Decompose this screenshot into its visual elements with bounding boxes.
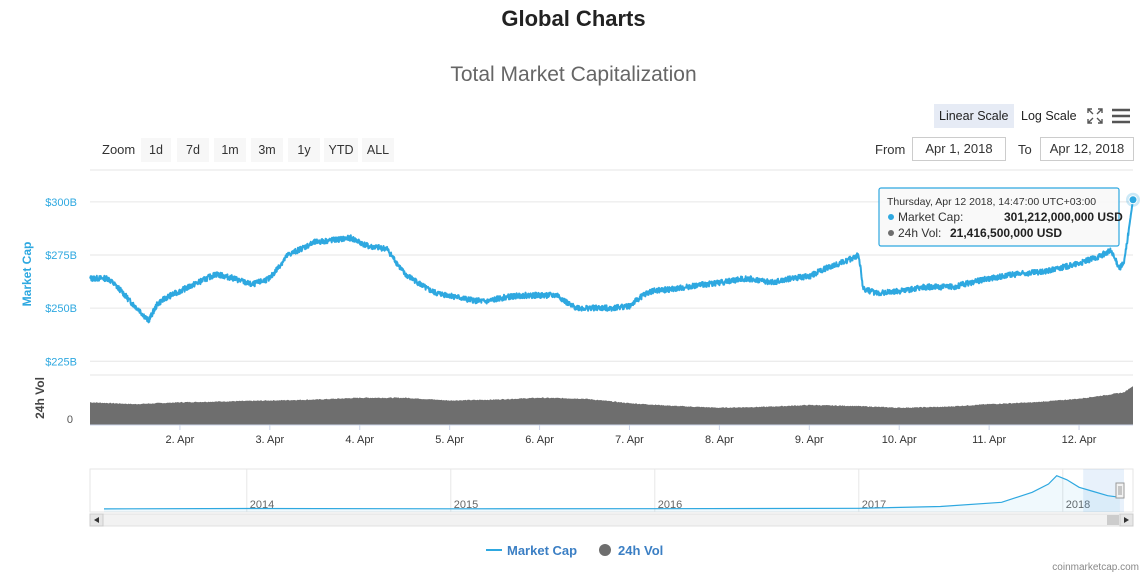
to-date-input[interactable]: Apr 12, 2018 <box>1040 137 1134 161</box>
tooltip-header: Thursday, Apr 12 2018, 14:47:00 UTC+03:0… <box>887 196 1096 208</box>
from-label: From <box>875 142 906 157</box>
volume-series-area <box>90 386 1133 425</box>
zoom-3m-button[interactable]: 3m <box>251 138 283 162</box>
scrollbar-thumb[interactable] <box>1107 515 1119 525</box>
x-tick-label: 5. Apr <box>435 434 464 446</box>
tooltip-volume-value: 21,416,500,000 USD <box>950 226 1062 240</box>
log-scale-button[interactable]: Log Scale <box>1021 109 1077 123</box>
zoom-all-button[interactable]: ALL <box>362 138 394 162</box>
volume-tick-label: 0 <box>67 414 73 426</box>
x-tick-label: 2. Apr <box>166 434 195 446</box>
legend-market-cap-label[interactable]: Market Cap <box>507 543 577 558</box>
navigator-year-label: 2018 <box>1066 499 1090 511</box>
y-tick-label: $250B <box>45 303 77 315</box>
zoom-1d-button[interactable]: 1d <box>141 138 171 162</box>
legend-volume-symbol <box>599 544 611 556</box>
tooltip-volume-label: 24h Vol: <box>898 226 941 240</box>
arrow-right-icon <box>1124 517 1129 523</box>
to-label: To <box>1018 142 1032 157</box>
fullscreen-icon[interactable] <box>1085 106 1105 126</box>
arrow-left-icon <box>94 517 99 523</box>
y-tick-label: $300B <box>45 197 77 209</box>
navigator-series-line <box>103 474 1120 510</box>
zoom-1m-button[interactable]: 1m <box>214 138 246 162</box>
x-tick-label: 7. Apr <box>615 434 644 446</box>
hover-point <box>1128 195 1138 205</box>
navigator-year-label: 2016 <box>658 499 682 511</box>
from-date-input[interactable]: Apr 1, 2018 <box>912 137 1006 161</box>
tooltip-volume-bullet <box>888 230 894 236</box>
chart-title: Total Market Capitalization <box>450 63 697 86</box>
market-cap-series-line <box>89 199 1134 324</box>
y-tick-label: $225B <box>45 356 77 368</box>
y-tick-label: $275B <box>45 250 77 262</box>
scrollbar-track[interactable] <box>89 513 1134 527</box>
x-tick-label: 6. Apr <box>525 434 554 446</box>
navigator-handle[interactable] <box>1115 482 1125 499</box>
zoom-label: Zoom <box>102 142 136 157</box>
navigator-year-label: 2015 <box>454 499 478 511</box>
x-tick-label: 8. Apr <box>705 434 734 446</box>
tooltip-market-cap-value: 301,212,000,000 USD <box>1004 210 1123 224</box>
navigator-area <box>104 475 1120 512</box>
x-tick-label: 10. Apr <box>882 434 917 446</box>
x-tick-label: 9. Apr <box>795 434 824 446</box>
x-tick-label: 4. Apr <box>345 434 374 446</box>
x-tick-label: 12. Apr <box>1062 434 1097 446</box>
tooltip-market-cap-bullet <box>888 214 894 220</box>
legend-volume-label[interactable]: 24h Vol <box>618 543 663 558</box>
x-tick-label: 11. Apr <box>972 434 1006 446</box>
x-tick-label: 3. Apr <box>255 434 284 446</box>
market-cap-axis-title: Market Cap <box>20 242 34 307</box>
credit-link[interactable]: coinmarketcap.com <box>1052 562 1139 573</box>
zoom-ytd-button[interactable]: YTD <box>324 138 358 162</box>
page-heading: Global Charts <box>501 6 646 31</box>
linear-scale-button[interactable]: Linear Scale <box>934 104 1014 128</box>
hamburger-menu-icon[interactable] <box>1111 106 1131 126</box>
zoom-7d-button[interactable]: 7d <box>177 138 209 162</box>
tooltip-market-cap-label: Market Cap: <box>898 210 963 224</box>
volume-axis-title: 24h Vol <box>33 377 47 419</box>
tooltip-box <box>878 187 1120 247</box>
zoom-1y-button[interactable]: 1y <box>288 138 320 162</box>
